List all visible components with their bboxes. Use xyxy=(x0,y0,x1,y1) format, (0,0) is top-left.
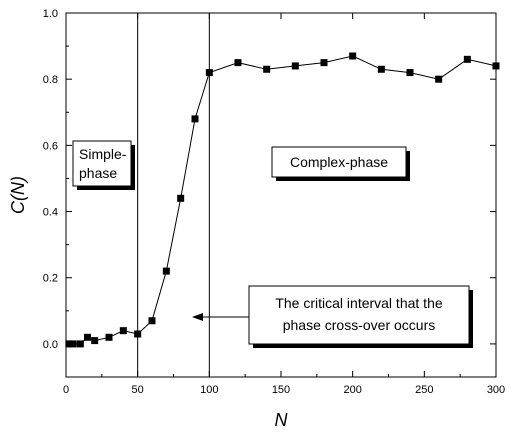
complex-phase-label: Complex-phase xyxy=(290,154,388,170)
data-point xyxy=(234,59,242,67)
x-tick-label: 0 xyxy=(63,384,69,396)
y-tick-label: 0.4 xyxy=(43,207,58,219)
data-point xyxy=(162,267,170,275)
data-point xyxy=(406,69,414,77)
y-tick-label: 0.0 xyxy=(43,339,58,351)
x-axis-title: N xyxy=(275,410,289,430)
data-point xyxy=(263,65,271,73)
data-point xyxy=(69,340,77,348)
data-point xyxy=(349,52,357,60)
y-tick-label: 0.6 xyxy=(43,140,58,152)
data-point xyxy=(320,59,328,67)
x-tick-label: 50 xyxy=(132,384,144,396)
simple-phase-label-line2: phase xyxy=(79,165,117,181)
x-tick-label: 250 xyxy=(415,384,433,396)
y-tick-label: 1.0 xyxy=(43,8,58,20)
x-tick-label: 150 xyxy=(272,384,290,396)
y-axis-title: C(N) xyxy=(8,176,28,214)
data-point xyxy=(134,330,142,338)
data-point xyxy=(177,194,185,202)
critical-interval-label-line2: phase cross-over occurs xyxy=(283,317,436,333)
data-point xyxy=(76,340,84,348)
data-point xyxy=(119,327,127,335)
data-point xyxy=(105,333,113,341)
y-tick-label: 0.2 xyxy=(43,273,58,285)
critical-interval-label-line1: The critical interval that the xyxy=(275,295,443,311)
data-point xyxy=(148,317,156,325)
x-tick-label: 100 xyxy=(200,384,218,396)
simple-phase-label-line1: Simple- xyxy=(79,146,127,162)
data-point xyxy=(463,55,471,63)
data-point xyxy=(377,65,385,73)
critical-interval-box xyxy=(248,285,470,345)
data-point xyxy=(291,62,299,70)
data-point xyxy=(435,75,443,83)
y-tick-label: 0.8 xyxy=(43,74,58,86)
x-tick-label: 200 xyxy=(343,384,361,396)
data-point xyxy=(91,337,99,345)
data-point xyxy=(191,115,199,123)
x-tick-label: 300 xyxy=(487,384,505,396)
data-point xyxy=(492,62,500,70)
data-point xyxy=(84,333,91,341)
complex-phase-box xyxy=(271,146,407,178)
data-point xyxy=(205,69,213,77)
critical-arrow-head xyxy=(192,313,203,321)
simple-phase-box xyxy=(72,140,132,187)
